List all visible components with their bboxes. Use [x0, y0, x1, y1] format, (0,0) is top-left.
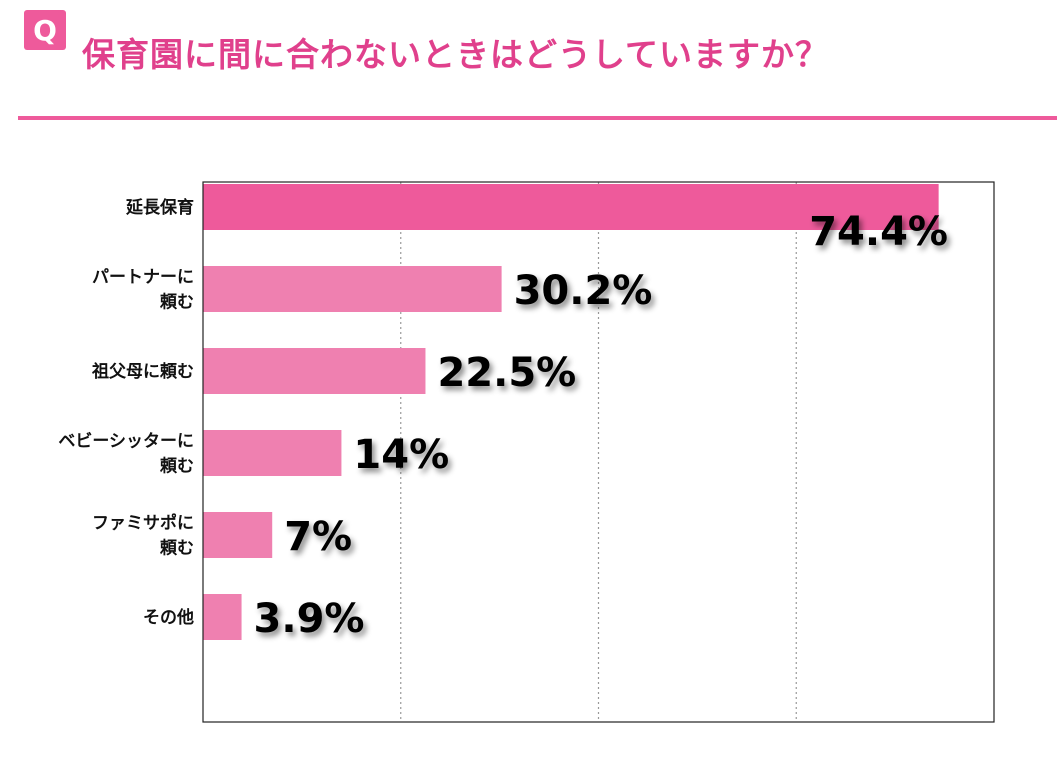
data-label: 74.4%: [809, 209, 948, 255]
title-divider: [18, 116, 1057, 120]
bar: [203, 512, 273, 558]
category-label: 頼む: [160, 292, 194, 313]
data-label: 22.5%: [437, 350, 576, 396]
bar: [203, 266, 502, 312]
category-label: ベビーシッターに: [58, 432, 194, 452]
bar: [203, 184, 939, 230]
bar: [203, 348, 426, 394]
category-label: 頼む: [160, 456, 194, 477]
question-badge: Q: [24, 10, 66, 50]
category-label: その他: [143, 607, 194, 628]
page-title: 保育園に間に合わないときはどうしていますか？: [82, 35, 830, 74]
plot-frame: [202, 181, 995, 723]
bar: [203, 430, 342, 476]
category-label: 頼む: [160, 538, 194, 559]
data-label: 3.9%: [254, 596, 365, 642]
category-label: 祖父母に頼む: [91, 361, 194, 382]
data-label: 30.2%: [514, 268, 653, 314]
category-label: パートナーに: [92, 268, 194, 288]
bar: [203, 594, 242, 640]
category-label: ファミサポに: [92, 513, 194, 534]
data-label: 7%: [284, 514, 352, 560]
data-label: 14%: [353, 432, 449, 478]
category-label: 延長保育: [125, 197, 194, 218]
